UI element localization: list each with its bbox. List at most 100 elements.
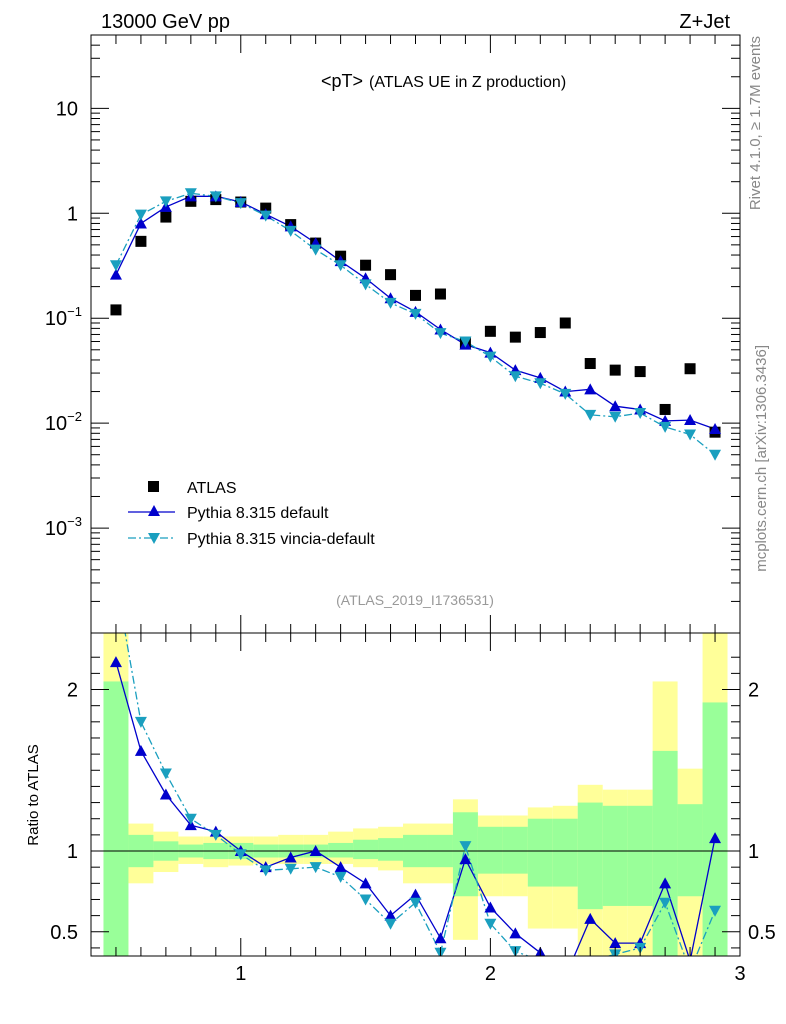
- legend-marker-pythia-default: [148, 505, 160, 516]
- uncertainty-band-inner: [577, 802, 603, 910]
- ratio-point-pythia-default: [559, 971, 571, 982]
- uncertainty-band-inner: [552, 818, 578, 887]
- data-point-atlas: [110, 304, 122, 316]
- ratio-point-pythia-default: [484, 901, 497, 913]
- data-point-pythia-vincia: [409, 308, 422, 320]
- y-tick-label: 1: [67, 203, 78, 225]
- data-point-atlas: [509, 331, 521, 343]
- ratio-point-pythia-vincia: [334, 871, 347, 883]
- legend-marker-pythia-vincia: [148, 533, 160, 544]
- ratio-point-pythia-default: [459, 853, 472, 865]
- data-point-pythia-vincia: [584, 409, 597, 421]
- uncertainty-band-inner: [652, 750, 678, 956]
- ratio-panel-frame: [90, 632, 741, 957]
- ratio-point-pythia-default: [134, 744, 147, 756]
- ratio-point-pythia-vincia: [534, 955, 547, 956]
- data-point-pythia-vincia: [434, 328, 447, 340]
- rivet-version-label: Rivet 4.1.0, ≥ 1.7M events: [747, 36, 764, 210]
- data-point-atlas: [534, 327, 546, 339]
- data-point-atlas: [160, 211, 172, 223]
- data-point-atlas: [385, 269, 397, 281]
- ratio-point-pythia-default: [709, 832, 722, 844]
- ratio-point-pythia-vincia: [309, 862, 322, 874]
- data-point-pythia-vincia: [509, 371, 522, 383]
- data-point-pythia-vincia: [484, 351, 497, 363]
- ratio-y-tick-label: 1: [67, 841, 78, 863]
- ratio-y-tick-label-right: 0.5: [748, 922, 776, 944]
- data-point-pythia-default: [134, 217, 147, 229]
- data-point-atlas: [634, 366, 646, 378]
- data-point-atlas: [360, 259, 372, 271]
- analysis-watermark: (ATLAS_2019_I1736531): [336, 592, 494, 608]
- ratio-point-pythia-vincia: [159, 768, 172, 780]
- data-point-pythia-vincia: [259, 210, 272, 222]
- ratio-point-pythia-vincia: [684, 966, 696, 977]
- legend-label-pythia-vincia: Pythia 8.315 vincia-default: [187, 531, 375, 548]
- ratio-point-pythia-vincia: [409, 897, 422, 909]
- data-point-pythia-default: [109, 268, 122, 280]
- uncertainty-band-inner: [378, 838, 404, 861]
- data-point-atlas: [659, 403, 671, 415]
- ratio-point-pythia-default: [434, 932, 447, 944]
- x-tick-label: 3: [734, 963, 745, 985]
- data-point-atlas: [410, 289, 421, 301]
- ratio-point-pythia-vincia: [209, 829, 222, 841]
- header-right-label: Z+Jet: [679, 11, 730, 33]
- uncertainty-band-inner: [602, 805, 628, 906]
- x-tick-label: 2: [485, 963, 496, 985]
- ratio-point-pythia-vincia: [359, 894, 372, 906]
- ratio-panel: 2 2 1 1 0.5 0.5 1 2 3 Ratio to ATLAS: [25, 632, 776, 986]
- data-point-pythia-vincia: [109, 260, 122, 272]
- ratio-y-tick-label: 0.5: [50, 922, 78, 944]
- ratio-point-pythia-default: [309, 845, 322, 857]
- data-point-pythia-default: [609, 400, 622, 412]
- data-point-atlas: [609, 364, 621, 376]
- legend-label-pythia-default: Pythia 8.315 default: [187, 505, 329, 522]
- header-left-label: 13000 GeV pp: [101, 11, 230, 33]
- data-point-pythia-vincia: [284, 225, 297, 237]
- data-point-pythia-default: [709, 422, 722, 434]
- uncertainty-band-inner: [527, 818, 553, 887]
- ratio-point-pythia-default: [609, 937, 622, 949]
- data-point-pythia-vincia: [634, 407, 647, 419]
- plot-title-sub: (ATLAS UE in Z production): [369, 74, 566, 91]
- uncertainty-band-inner: [328, 842, 354, 858]
- ratio-point-pythia-default: [109, 656, 122, 668]
- ratio-point-pythia-vincia: [584, 955, 597, 956]
- data-point-atlas: [559, 317, 571, 329]
- main-panel: 10 1 10−1 10−2 10−3 <pT> (ATLAS UE in Z prod…: [45, 34, 741, 634]
- data-point-pythia-vincia: [184, 188, 197, 200]
- ratio-y-tick-label-right: 1: [748, 841, 759, 863]
- ratio-point-pythia-vincia: [559, 975, 571, 986]
- ratio-point-pythia-default: [284, 851, 297, 863]
- data-point-pythia-vincia: [359, 279, 372, 291]
- data-point-pythia-vincia: [459, 336, 472, 348]
- data-point-pythia-vincia: [609, 411, 622, 423]
- ratio-point-pythia-default: [584, 912, 597, 924]
- y-tick-label: 10−3: [45, 514, 82, 540]
- uncertainty-band-inner: [677, 804, 703, 897]
- data-point-pythia-default: [684, 414, 697, 426]
- legend-label-atlas: ATLAS: [187, 480, 237, 497]
- ratio-y-tick-label-right: 2: [748, 680, 759, 702]
- legend-marker-atlas: [148, 481, 159, 492]
- data-point-pythia-vincia: [159, 196, 172, 208]
- ratio-point-pythia-default: [159, 788, 172, 800]
- ratio-point-pythia-vincia: [234, 849, 247, 861]
- ratio-point-pythia-vincia: [459, 841, 472, 853]
- data-point-pythia-vincia: [334, 260, 347, 272]
- data-point-pythia-vincia: [709, 449, 722, 461]
- data-point-pythia-vincia: [384, 297, 397, 309]
- plot-title-main: <pT>: [321, 71, 363, 91]
- y-tick-label: 10−2: [45, 409, 82, 435]
- ratio-point-pythia-vincia: [284, 863, 297, 875]
- ratio-point-pythia-vincia: [384, 918, 397, 930]
- ratio-point-pythia-default: [359, 877, 372, 889]
- data-point-pythia-vincia: [684, 429, 697, 441]
- uncertainty-band-inner: [702, 702, 728, 956]
- data-point-pythia-vincia: [534, 378, 547, 390]
- ratio-point-pythia-default: [384, 909, 397, 921]
- uncertainty-band-inner: [477, 826, 503, 874]
- x-tick-label: 1: [235, 963, 246, 985]
